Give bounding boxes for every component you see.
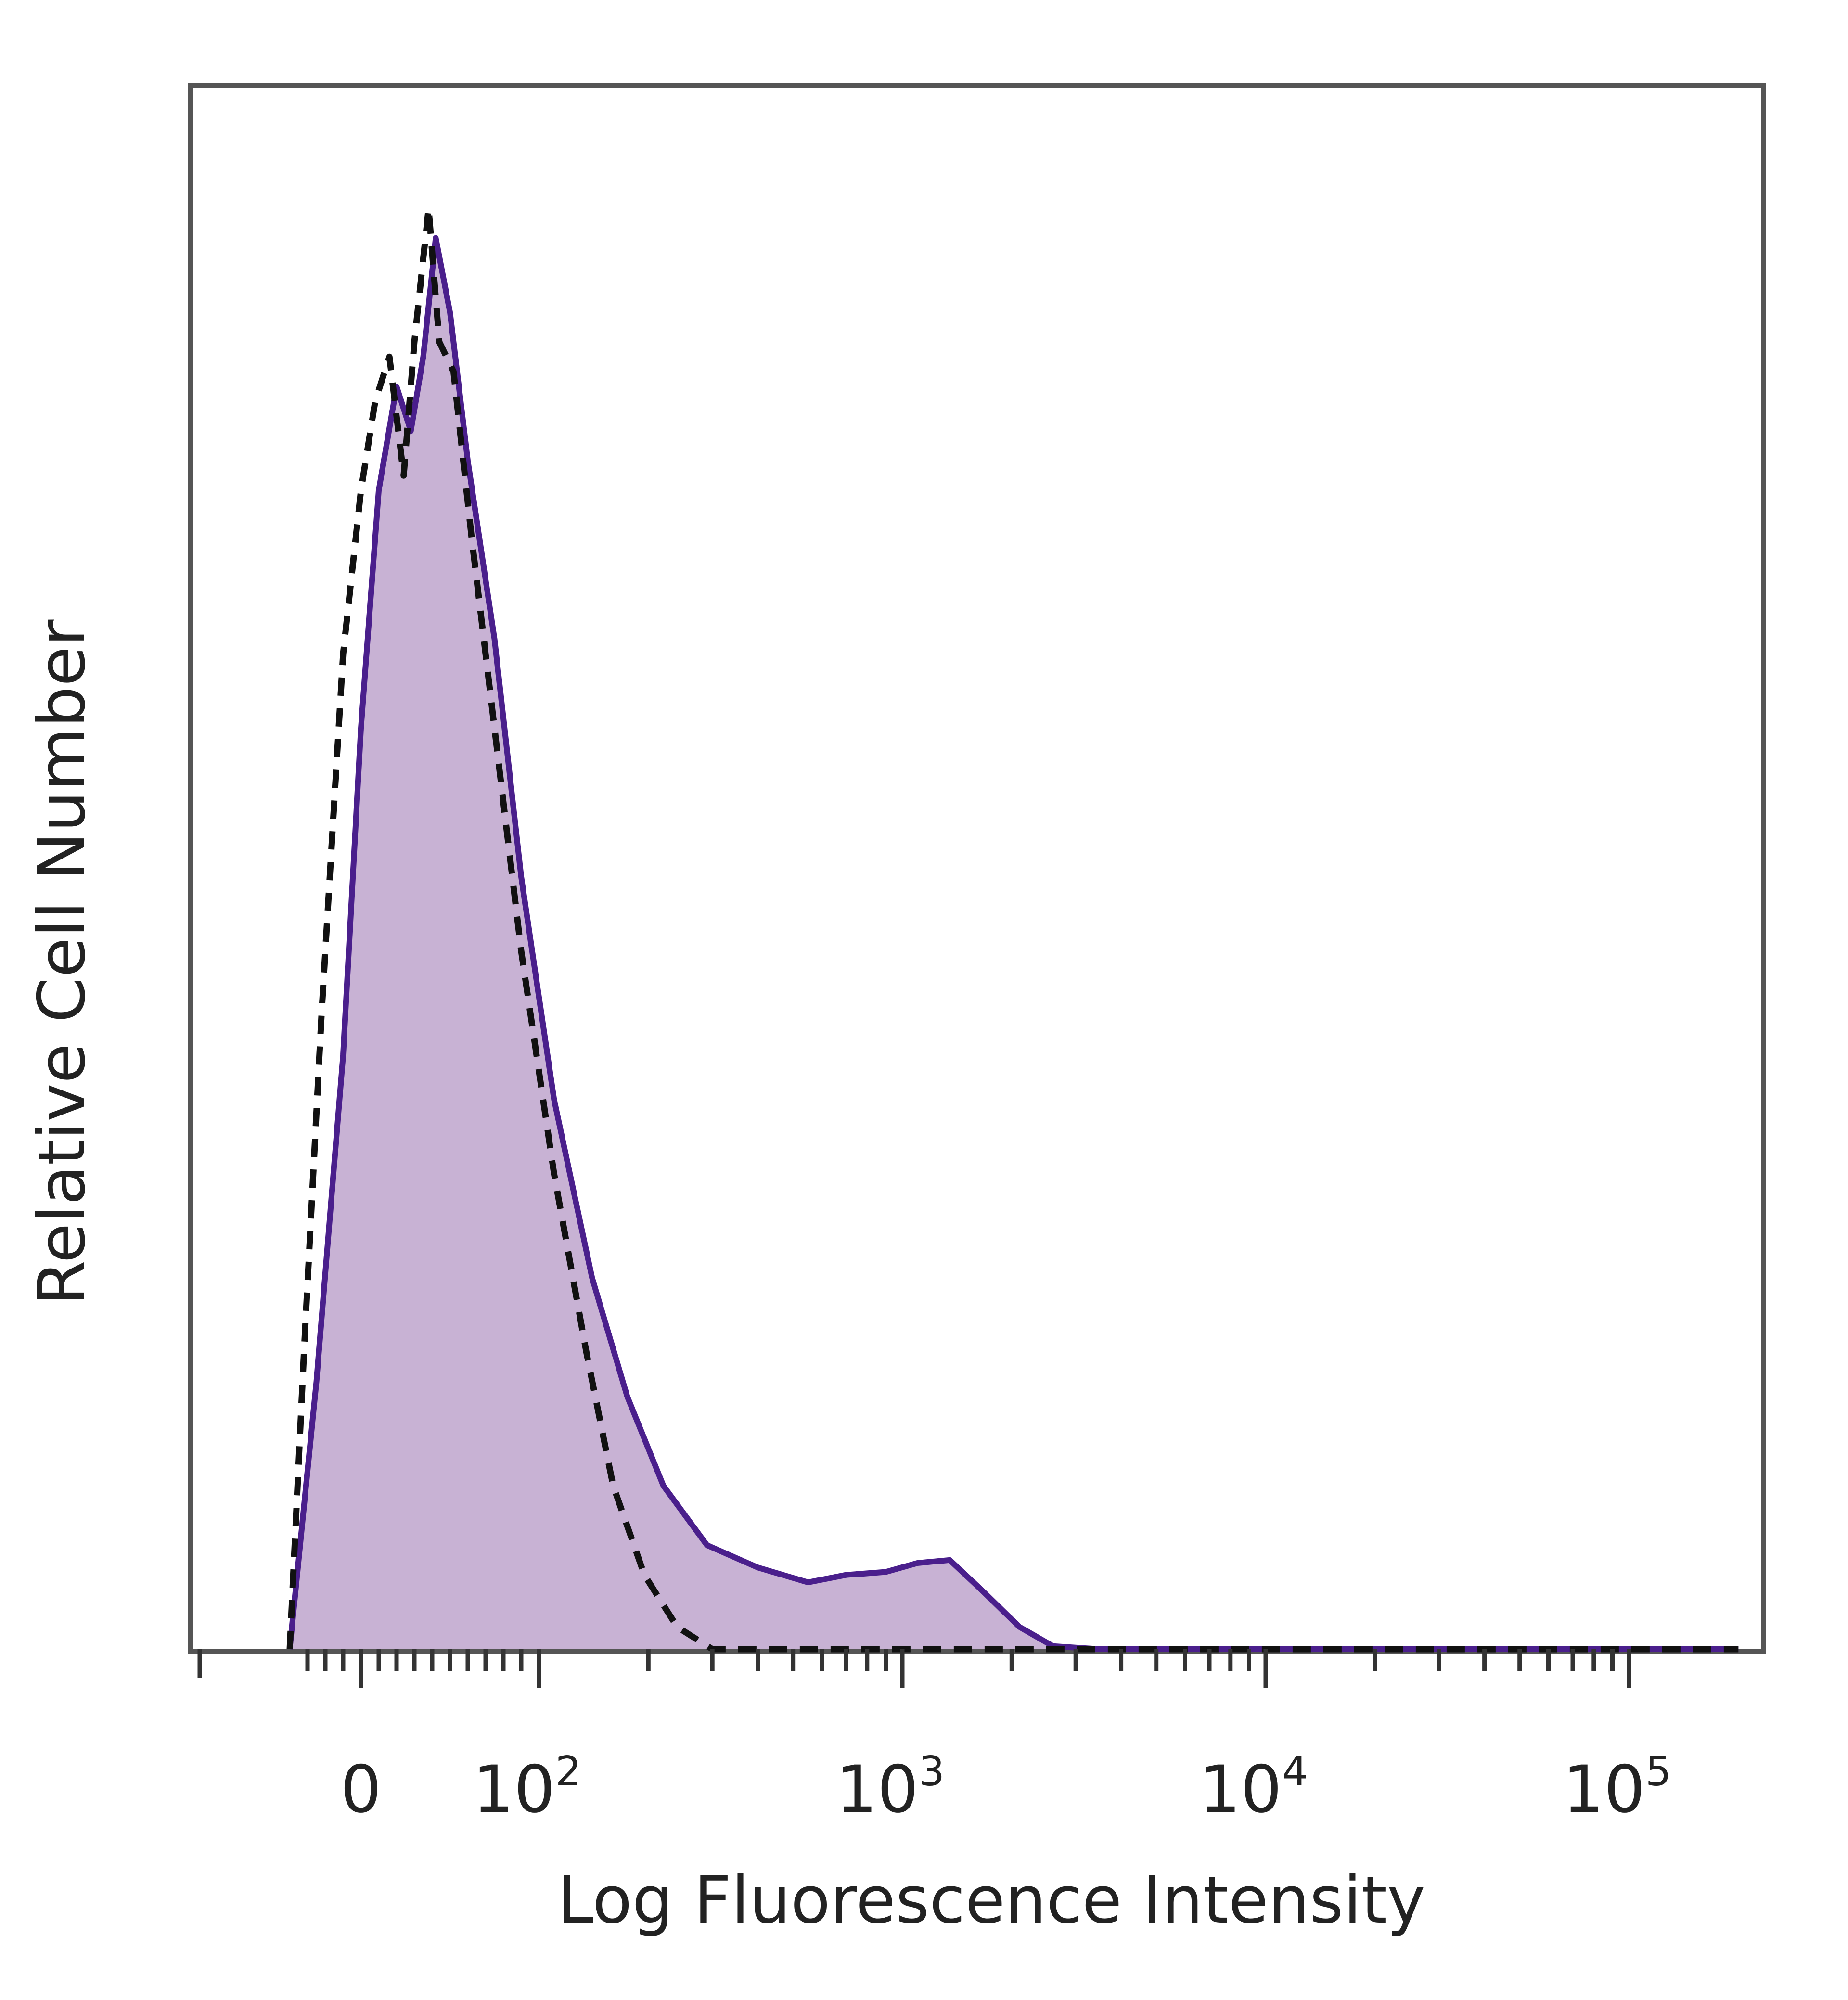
x-tick-label: 103 [836, 1748, 945, 1827]
series-0-line [287, 235, 1739, 1652]
x-tick-label: 104 [1199, 1748, 1308, 1827]
series-0-fill [290, 238, 1739, 1650]
x-tick-label: 102 [473, 1748, 581, 1827]
x-tick-exponent: 5 [1645, 1748, 1671, 1795]
x-tick-label: 0 [340, 1752, 382, 1827]
x-tick-exponent: 4 [1282, 1748, 1308, 1795]
x-tick-exponent: 2 [555, 1748, 581, 1795]
x-tick-exponent: 3 [919, 1748, 945, 1795]
y-axis-label: Relative Cell Number [24, 619, 100, 1305]
x-axis-label: Log Fluorescence Intensity [557, 1862, 1425, 1938]
tick-layer: 0 102 103 104 105 [197, 1649, 1671, 1827]
x-tick-label: 105 [1563, 1748, 1671, 1827]
